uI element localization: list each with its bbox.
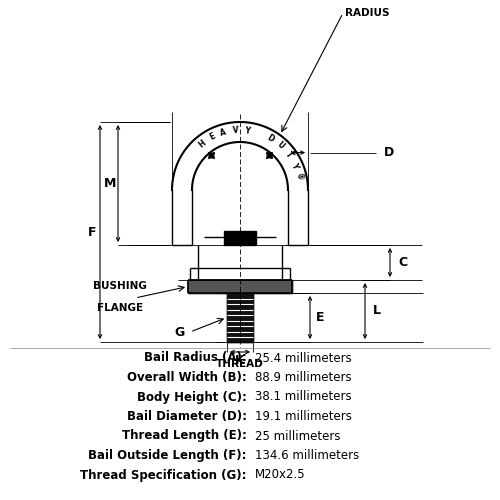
Text: T: T [284, 150, 294, 160]
Text: Bail Outside Length (F):: Bail Outside Length (F): [88, 449, 247, 462]
Text: A: A [219, 127, 228, 138]
Text: 38.1 millimeters: 38.1 millimeters [255, 390, 352, 404]
Text: M: M [104, 177, 116, 190]
Text: 25.4 millimeters: 25.4 millimeters [255, 352, 352, 364]
Text: Thread Specification (G):: Thread Specification (G): [80, 468, 247, 481]
Text: D: D [384, 146, 394, 159]
Text: 25 millimeters: 25 millimeters [255, 430, 340, 442]
Polygon shape [188, 280, 292, 293]
Text: Y: Y [244, 126, 251, 136]
Text: FLANGE: FLANGE [97, 303, 143, 313]
Text: 19.1 millimeters: 19.1 millimeters [255, 410, 352, 423]
Text: 134.6 millimeters: 134.6 millimeters [255, 449, 359, 462]
Text: V: V [232, 126, 238, 135]
Text: Body Height (C):: Body Height (C): [137, 390, 247, 404]
Text: E: E [316, 311, 324, 324]
Text: E: E [208, 132, 216, 142]
Text: RADIUS: RADIUS [345, 8, 390, 18]
Text: 88.9 millimeters: 88.9 millimeters [255, 371, 352, 384]
Text: U: U [275, 140, 285, 151]
Text: G: G [175, 326, 185, 338]
Polygon shape [227, 293, 253, 342]
Text: THREAD: THREAD [216, 359, 264, 369]
Text: BUSHING: BUSHING [93, 281, 147, 291]
Text: Bail Radius (A):: Bail Radius (A): [144, 352, 247, 364]
Text: M20x2.5: M20x2.5 [255, 468, 306, 481]
Polygon shape [224, 231, 256, 245]
Text: Y: Y [290, 161, 300, 170]
Text: H: H [196, 138, 207, 149]
Text: F: F [88, 226, 96, 238]
Text: L: L [373, 304, 381, 318]
Text: Thread Length (E):: Thread Length (E): [122, 430, 247, 442]
Text: ®: ® [294, 172, 304, 182]
Text: D: D [266, 133, 276, 144]
Text: Overall Width (B):: Overall Width (B): [127, 371, 247, 384]
Text: K: K [235, 354, 245, 368]
Text: C: C [398, 256, 407, 269]
Text: Bail Diameter (D):: Bail Diameter (D): [127, 410, 247, 423]
